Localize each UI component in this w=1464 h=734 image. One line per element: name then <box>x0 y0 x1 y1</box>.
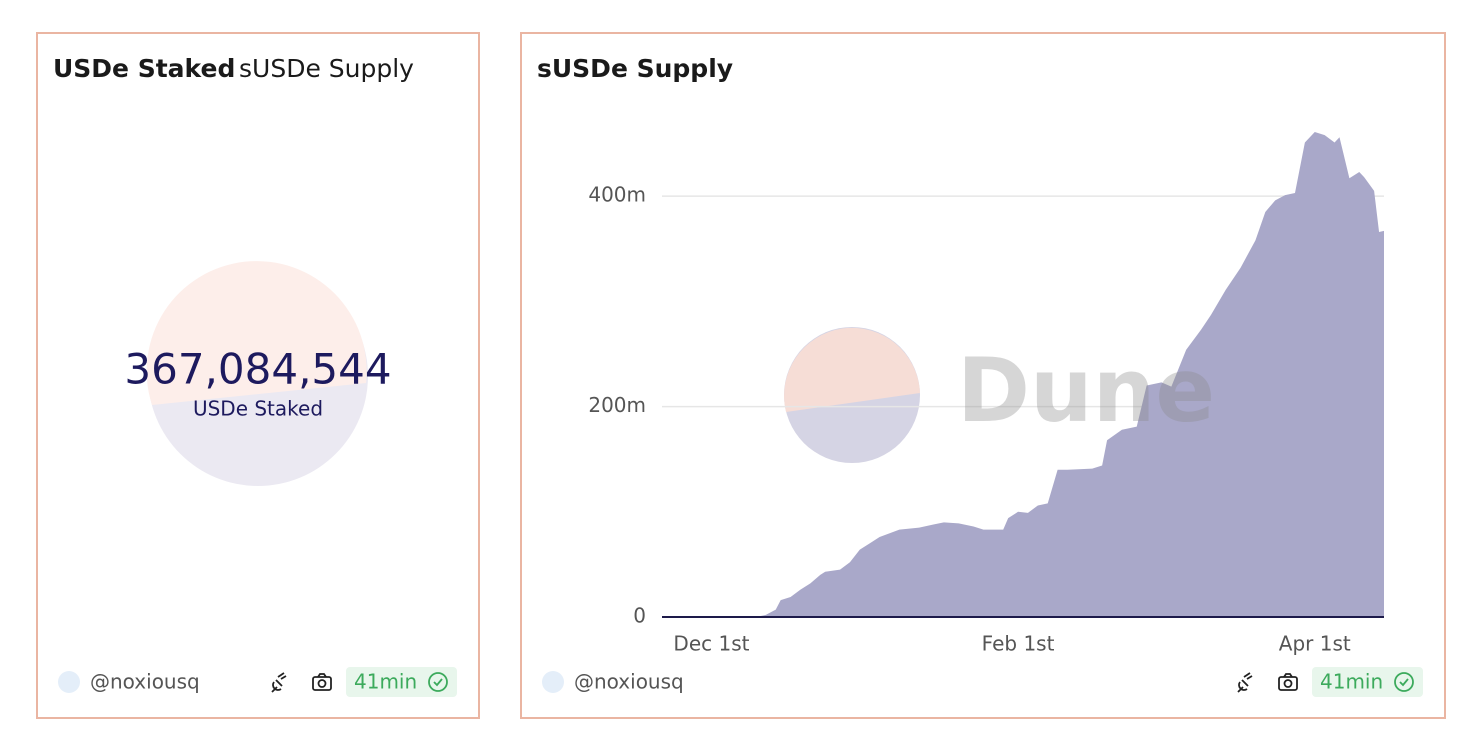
freshness: 41min <box>354 670 417 694</box>
counter-label: USDe Staked <box>193 397 323 421</box>
tab[interactable]: sUSDe Supply <box>239 54 414 83</box>
avatar <box>58 671 80 693</box>
area <box>662 131 1384 618</box>
chart-title: sUSDe Supply <box>537 54 733 83</box>
counter-value: 367,084,544 <box>124 345 391 394</box>
author[interactable]: @noxiousq <box>90 670 200 694</box>
x-tick-label: Apr 1st <box>1279 632 1351 656</box>
embed-icon[interactable] <box>1237 672 1253 693</box>
freshness-badge <box>346 667 457 697</box>
avatar <box>542 671 564 693</box>
x-tick-label: Feb 1st <box>982 632 1055 656</box>
logo-bg <box>146 261 367 405</box>
freshness: 41min <box>1320 670 1383 694</box>
check-icon <box>428 672 448 692</box>
watermark-logo <box>784 327 920 412</box>
plot: 0 200m 400m Dec 1st Feb 1st Apr 1st <box>588 131 1384 656</box>
y-tick-label: 0 <box>633 604 646 628</box>
embed-icon[interactable] <box>271 672 287 693</box>
y-tick-label: 400m <box>588 183 646 207</box>
freshness-badge <box>1312 667 1423 697</box>
watermark: Dune <box>957 339 1215 442</box>
check-icon <box>1394 672 1414 692</box>
snapshot-icon[interactable] <box>1278 673 1298 691</box>
x-tick-label: Dec 1st <box>673 632 749 656</box>
author[interactable]: @noxiousq <box>574 670 684 694</box>
tab[interactable]: USDe Staked <box>53 54 235 83</box>
snapshot-icon[interactable] <box>312 673 332 691</box>
y-tick-label: 200m <box>588 393 646 417</box>
